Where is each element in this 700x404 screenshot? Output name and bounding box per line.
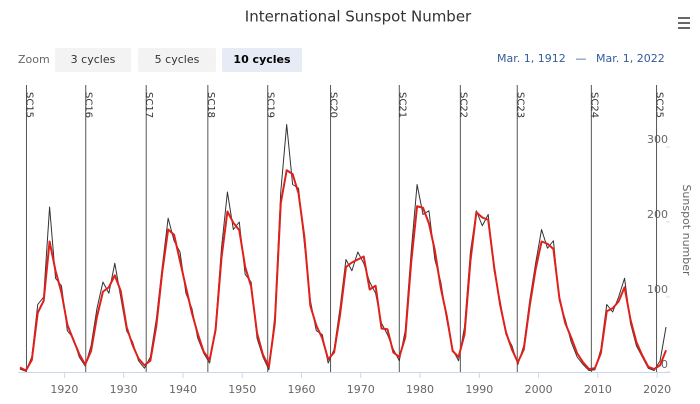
x-tick-label: 1930 <box>110 383 138 396</box>
x-tick-label: 1970 <box>347 383 375 396</box>
y-tick-label: 200 <box>647 208 668 221</box>
x-tick-label: 1980 <box>406 383 434 396</box>
y-tick-label: 300 <box>647 133 668 146</box>
range-separator: — <box>576 52 587 65</box>
zoom-button[interactable] <box>55 48 131 72</box>
x-tick-label: 1990 <box>465 383 493 396</box>
cycle-label: SC19 <box>265 92 276 118</box>
range-to[interactable]: Mar. 1, 2022 <box>596 52 665 65</box>
chart-title: International Sunspot Number <box>245 8 472 26</box>
cycle-label: SC23 <box>514 92 525 118</box>
y-tick-label: 100 <box>647 283 668 296</box>
x-tick-label: 1960 <box>288 383 316 396</box>
y-tick-label: 0 <box>661 358 668 371</box>
x-tick-label: 1920 <box>50 383 78 396</box>
cycle-label: SC24 <box>588 92 599 118</box>
zoom-button-label[interactable]: 3 cycles <box>71 53 116 66</box>
cycle-label: SC20 <box>328 92 339 118</box>
zoom-button-label[interactable]: 5 cycles <box>155 53 200 66</box>
cycle-label: SC15 <box>23 92 34 118</box>
x-tick-label: 2020 <box>643 383 671 396</box>
cycle-label: SC17 <box>143 92 154 118</box>
zoom-label: Zoom <box>18 53 50 66</box>
menu-icon[interactable] <box>678 17 690 29</box>
x-tick-label: 1950 <box>228 383 256 396</box>
x-tick-label: 2000 <box>525 383 553 396</box>
x-tick-label: 1940 <box>169 383 197 396</box>
cycle-label: SC22 <box>457 92 468 118</box>
cycle-label: SC25 <box>654 92 665 118</box>
series-line <box>19 169 667 372</box>
cycle-label: SC16 <box>83 92 94 118</box>
cycle-label: SC21 <box>396 92 407 118</box>
y-axis-title: Sunspot number <box>680 184 693 276</box>
range-from[interactable]: Mar. 1, 1912 <box>497 52 566 65</box>
zoom-button[interactable] <box>222 48 302 72</box>
x-tick-label: 2010 <box>584 383 612 396</box>
cycle-label: SC18 <box>205 92 216 118</box>
zoom-button-label[interactable]: 10 cycles <box>233 53 291 66</box>
zoom-button[interactable] <box>138 48 216 72</box>
